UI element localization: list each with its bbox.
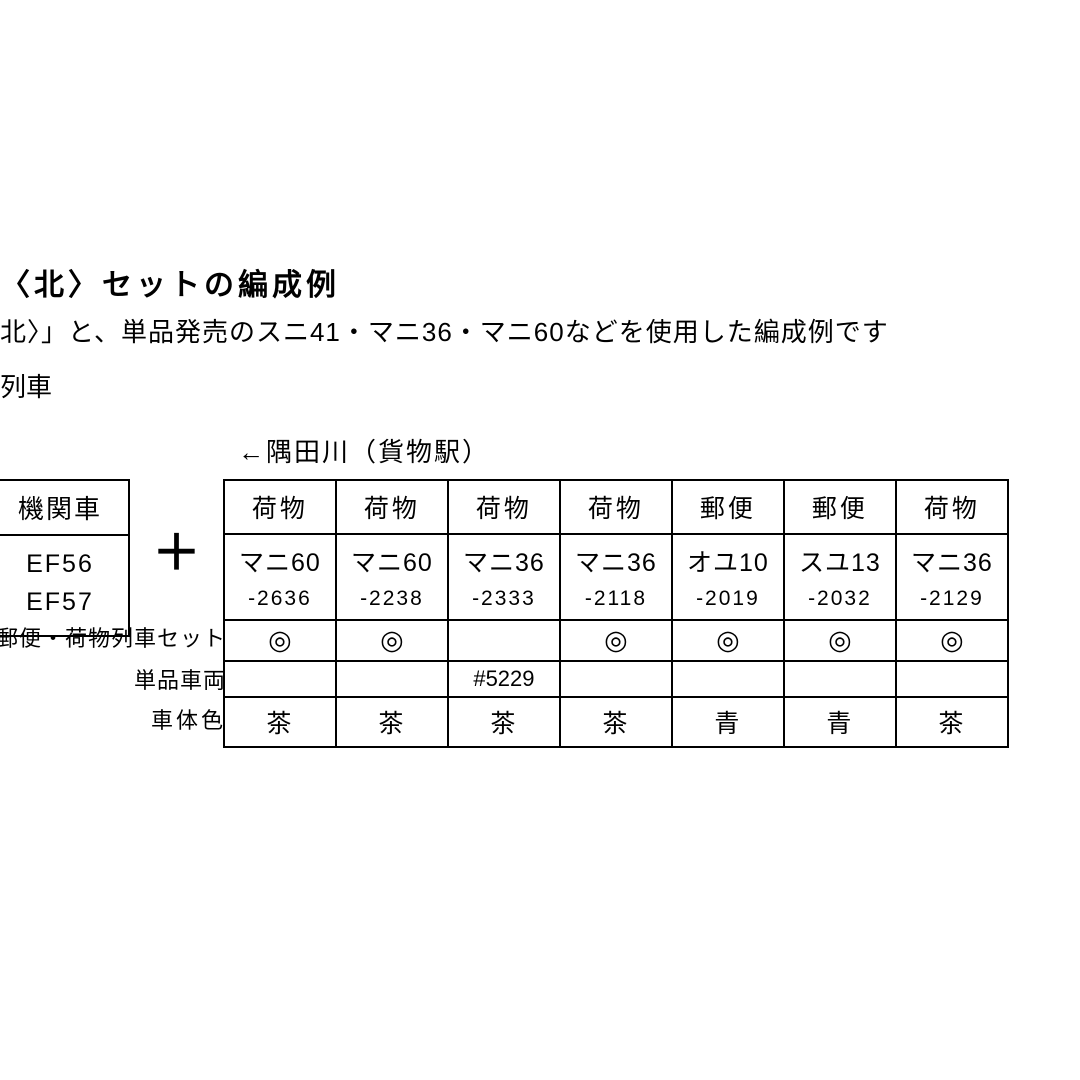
car-type-2: 荷物	[336, 480, 448, 534]
car-single-1	[224, 661, 336, 697]
car-num-3: -2333	[448, 585, 560, 620]
car-single-7	[896, 661, 1008, 697]
locomotive-unit-1: EF56	[0, 546, 124, 584]
car-type-3: 荷物	[448, 480, 560, 534]
table-row-single: #5229	[224, 661, 1008, 697]
locomotive-header: 機関車	[0, 481, 128, 536]
cars-table: 荷物 荷物 荷物 荷物 郵便 郵便 荷物 マニ60 マニ60 マニ36 マニ36…	[223, 479, 1009, 748]
car-type-7: 荷物	[896, 480, 1008, 534]
label-color: 車体色	[0, 700, 226, 742]
car-set-6: ◎	[784, 620, 896, 661]
car-num-4: -2118	[560, 585, 672, 620]
car-color-5: 青	[672, 697, 784, 747]
table-row-number: -2636 -2238 -2333 -2118 -2019 -2032 -212…	[224, 585, 1008, 620]
car-type-5: 郵便	[672, 480, 784, 534]
car-single-2	[336, 661, 448, 697]
car-set-4: ◎	[560, 620, 672, 661]
car-color-6: 青	[784, 697, 896, 747]
direction-label: ←隅田川（貨物駅）	[0, 432, 1080, 469]
subtitle-text: 北〉」と、単品発売のスニ41・マニ36・マニ60などを使用した編成例です	[0, 312, 1080, 349]
car-single-5	[672, 661, 784, 697]
car-name-2: マニ60	[336, 534, 448, 585]
car-num-7: -2129	[896, 585, 1008, 620]
car-num-5: -2019	[672, 585, 784, 620]
car-set-3	[448, 620, 560, 661]
car-set-7: ◎	[896, 620, 1008, 661]
car-set-1: ◎	[224, 620, 336, 661]
label-single: 単品車両	[0, 660, 226, 700]
car-color-3: 茶	[448, 697, 560, 747]
car-type-1: 荷物	[224, 480, 336, 534]
car-type-4: 荷物	[560, 480, 672, 534]
car-num-6: -2032	[784, 585, 896, 620]
car-single-4	[560, 661, 672, 697]
table-row-set: ◎ ◎ ◎ ◎ ◎ ◎	[224, 620, 1008, 661]
locomotive-box: 機関車 EF56 EF57	[0, 479, 130, 637]
row-labels: 郵便・荷物列車セット 単品車両 車体色	[0, 618, 226, 742]
car-num-2: -2238	[336, 585, 448, 620]
label-set: 郵便・荷物列車セット	[0, 618, 226, 660]
plus-connector: ＋	[134, 479, 218, 583]
line-label: 列車	[0, 367, 1080, 404]
car-type-6: 郵便	[784, 480, 896, 534]
car-name-4: マニ36	[560, 534, 672, 585]
car-name-1: マニ60	[224, 534, 336, 585]
car-color-2: 茶	[336, 697, 448, 747]
car-num-1: -2636	[224, 585, 336, 620]
car-set-5: ◎	[672, 620, 784, 661]
car-color-7: 茶	[896, 697, 1008, 747]
car-name-5: オユ10	[672, 534, 784, 585]
table-row-color: 茶 茶 茶 茶 青 青 茶	[224, 697, 1008, 747]
car-name-3: マニ36	[448, 534, 560, 585]
car-name-7: マニ36	[896, 534, 1008, 585]
car-set-2: ◎	[336, 620, 448, 661]
table-row-type: 荷物 荷物 荷物 荷物 郵便 郵便 荷物	[224, 480, 1008, 534]
table-row-name: マニ60 マニ60 マニ36 マニ36 オユ10 スユ13 マニ36	[224, 534, 1008, 585]
formation-diagram: 機関車 EF56 EF57 ＋ 荷物 荷物 荷物 荷物 郵便 郵便 荷物 マニ6…	[0, 479, 1080, 748]
car-name-6: スユ13	[784, 534, 896, 585]
car-color-1: 茶	[224, 697, 336, 747]
car-single-6	[784, 661, 896, 697]
car-single-3: #5229	[448, 661, 560, 697]
locomotive-unit-2: EF57	[0, 584, 124, 622]
car-color-4: 茶	[560, 697, 672, 747]
page-title: 〈北〉セットの編成例	[0, 260, 1080, 304]
